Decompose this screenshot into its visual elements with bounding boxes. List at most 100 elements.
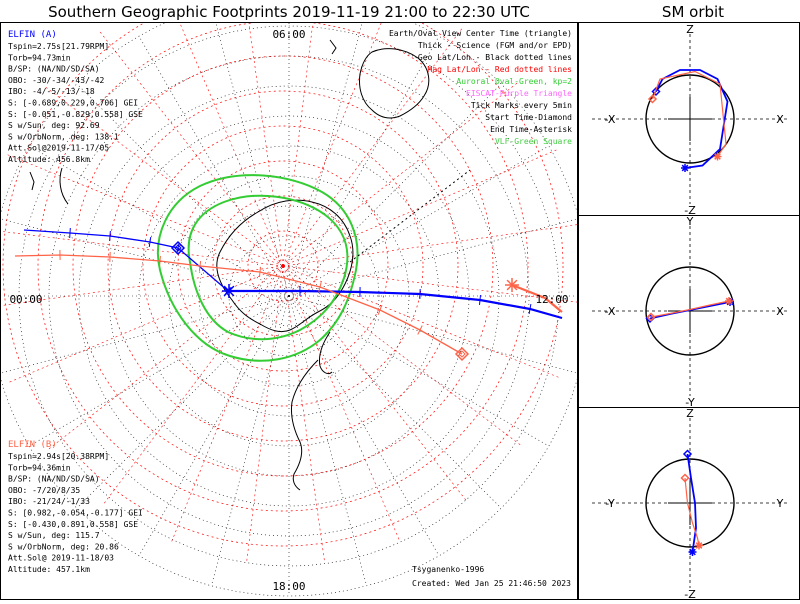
lt-label-bottom: 18:00: [272, 580, 305, 593]
info-line: OBO: -30/-34/-43/-42: [8, 76, 105, 85]
sm-end-asterisk: [689, 548, 697, 556]
sm-axis-label-right: Y: [776, 497, 784, 510]
legend-entry: End Time-Asterisk: [490, 125, 572, 134]
sm-end-asterisk: [714, 153, 722, 161]
legend-entry: Start Time-Diamond: [485, 113, 572, 122]
info-line: Altitude: 456.8km: [8, 155, 90, 164]
legend: Earth/Oval View Center Time (triangle) Th…: [389, 29, 572, 146]
geo-lon-line: [289, 296, 579, 374]
info-line: Tspin=2.94s[20.38RPM]: [8, 452, 109, 461]
mag-lon-line: [102, 266, 283, 506]
mag-lon-line: [7, 266, 283, 383]
info-line: S w/OrbNorm, deg: 20.86: [8, 542, 119, 551]
sm-panel-y-z: Z -Z -Y Y: [592, 407, 790, 600]
info-line: Tspin=2.75s[21.79RPM]: [8, 42, 109, 51]
info-line: S: [-0.051,-0.829,0.558] GSE: [8, 110, 143, 119]
info-line: Torb=94.73min: [8, 53, 71, 62]
info-line: Torb=94.36min: [8, 463, 71, 472]
end-asterisk: [222, 284, 236, 298]
map-title: Southern Geographic Footprints 2019-11-1…: [48, 3, 530, 21]
info-line: OBO: -7/20/8/35: [8, 486, 80, 495]
info-line: S w/Sun, deg: 115.7: [8, 531, 100, 540]
map-tracks: [15, 228, 562, 360]
south-america-outline: [291, 332, 332, 490]
legend-entry: VLF-Green Square: [495, 137, 572, 146]
track-tick-mark: [260, 267, 261, 277]
sm-axis-label-left: -Y: [605, 497, 615, 510]
sm-end-asterisk: [725, 297, 733, 305]
geo-lon-line: [289, 36, 439, 296]
legend-entry: Tick Marks every 5min: [471, 101, 572, 110]
footer-model: Tsyganenko-1996: [412, 565, 484, 574]
info-line: IBO: -4/-5/-13/-18: [8, 87, 95, 96]
mag-lon-line: [283, 266, 400, 542]
geo-lon-line: [29, 146, 289, 296]
legend-entry: Auroral Oval-Green, kp=2: [456, 77, 572, 86]
geo-lon-line: [0, 296, 289, 374]
sm-axis-label-left: -X: [605, 305, 616, 318]
info-line: IBO: -21/24/-1/33: [8, 497, 90, 506]
geo-lon-line: [289, 6, 367, 296]
track-tick-mark: [480, 295, 481, 305]
lt-label-top: 06:00: [272, 28, 305, 41]
sm-axis-label-top: Y: [686, 215, 694, 228]
lt-label-right: 12:00: [535, 293, 568, 306]
sm-end-asterisk: [681, 164, 689, 172]
sm-title: SM orbit: [662, 3, 724, 21]
mag-lon-line: [283, 224, 580, 266]
legend-entry: EISCAT-Purple Triangle: [466, 89, 572, 98]
footer-created: Created: Wed Jan 25 21:46:50 2023: [412, 579, 571, 588]
track-tick-mark: [70, 228, 71, 238]
info-line: Att.Sol@ 2019-11-18/03: [8, 554, 114, 563]
info-line: Att.Sol@2019-11-17/05: [8, 144, 109, 153]
mag-lon-line: [166, 0, 283, 266]
info-line: B/SP: (NA/ND/SD/SA): [8, 65, 100, 74]
sm-axis-label-right: X: [776, 113, 784, 126]
end-asterisk: [505, 278, 519, 292]
madagascar-outline: [30, 172, 34, 190]
info-line: S: [-0.689,0.229,0.706] GEI: [8, 99, 138, 108]
sm-axis-label-top: Z: [686, 23, 694, 36]
info-line: S: [0.982,-0.054,-0.177] GEI: [8, 509, 143, 518]
geo-lon-line: [289, 218, 579, 296]
elfin-a-info: ELFIN (A) Tspin=2.75s[21.79RPM] Torb=94.7…: [8, 30, 143, 164]
auroral-oval-outer: [158, 175, 358, 361]
sm-axis-label-top: Z: [686, 407, 694, 420]
track-tick-mark: [160, 256, 161, 266]
view-center-line: [350, 170, 470, 262]
track-tick-mark: [199, 261, 200, 271]
geo-lon-line: [289, 296, 549, 446]
elfin-a-label: ELFIN (A): [8, 30, 57, 40]
legend-entry: Geo Lat/Lon - Black dotted lines: [418, 53, 572, 62]
sm-end-asterisk: [695, 542, 703, 550]
track-tick-mark: [418, 326, 422, 335]
geo-lon-line: [289, 296, 501, 508]
elfin-b-label: ELFIN (B): [8, 440, 57, 450]
legend-entry: Mag Lat/Lon - Red dotted lines: [428, 65, 573, 74]
sm-axis-label-bottom: -Z: [684, 588, 696, 600]
info-line: S w/Sun, deg: 92.69: [8, 121, 100, 130]
mag-lon-line: [283, 149, 559, 266]
legend-entry: Earth/Oval View Center Time (triangle): [389, 29, 572, 38]
track-science-segment: [228, 291, 562, 318]
sm-axis-label-left: -X: [605, 113, 616, 126]
info-line: S w/OrbNorm, deg: 138.1: [8, 132, 119, 141]
geo-lon-line: [139, 296, 289, 556]
sm-axis-label-right: X: [776, 305, 784, 318]
info-line: Altitude: 457.1km: [8, 565, 90, 574]
lt-label-left: 00:00: [9, 293, 42, 306]
auroral-oval: [158, 175, 358, 361]
track-line: [24, 230, 562, 318]
legend-entry: Thick - Science (FGM and/or EPD): [418, 41, 572, 50]
sm-orbit-panels: Z -Z -X X Y -Y -X X Z -Z -Y Y: [592, 23, 790, 600]
info-line: S: [-0.430,0.891,0.558] GSE: [8, 520, 138, 529]
info-line: B/SP: (NA/ND/SD/SA): [8, 475, 100, 484]
geo-lon-line: [289, 146, 549, 296]
new-zealand-outline: [330, 40, 336, 54]
map-coastlines: [30, 40, 429, 490]
track-line: [15, 255, 462, 354]
